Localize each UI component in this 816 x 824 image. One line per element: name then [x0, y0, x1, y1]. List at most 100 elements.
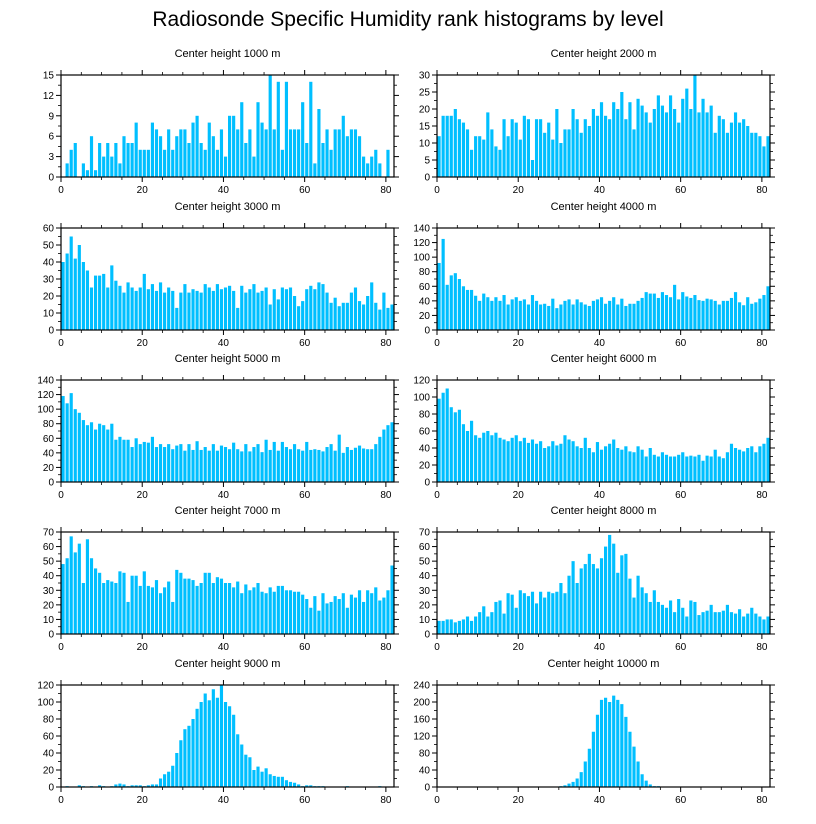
histogram-bar [378, 163, 382, 177]
y-tick-label: 40 [43, 448, 55, 459]
histogram-bar [163, 292, 167, 330]
histogram-bar [559, 443, 563, 482]
histogram-bar [309, 449, 313, 482]
histogram-bar [138, 585, 142, 634]
histogram-bar [547, 122, 551, 177]
histogram-bar [701, 300, 705, 330]
histogram-bar [353, 447, 358, 482]
x-tick-label: 20 [513, 185, 525, 196]
histogram-bar [284, 780, 289, 787]
histogram-bar [309, 285, 313, 330]
x-tick-label: 40 [218, 490, 230, 501]
histogram-bar [632, 129, 636, 177]
histogram-bar [437, 398, 441, 482]
x-tick-label: 80 [756, 185, 768, 196]
histogram-bar [742, 616, 746, 634]
histogram-bar [309, 607, 313, 634]
panel-title: Center height 4000 m [551, 201, 657, 213]
histogram-bar [733, 112, 738, 177]
histogram-bar [118, 783, 122, 787]
histogram-bar [98, 275, 102, 330]
histogram-bar [482, 606, 486, 634]
x-tick-label: 20 [513, 338, 525, 349]
histogram-bar [746, 126, 750, 177]
histogram-bar [321, 284, 325, 330]
histogram-bar [526, 442, 531, 482]
histogram-bar [142, 571, 146, 634]
histogram-bar [154, 129, 159, 177]
x-tick-label: 0 [434, 185, 440, 196]
histogram-bar [628, 102, 632, 177]
histogram-bar [370, 449, 374, 482]
y-tick-label: 140 [413, 224, 430, 235]
y-tick-label: 0 [48, 173, 54, 184]
plot-frame [436, 684, 771, 788]
y-tick-label: 3 [48, 152, 54, 163]
histogram-bar [681, 292, 685, 330]
histogram-bar [717, 612, 721, 634]
x-tick-label: 20 [513, 490, 525, 501]
histogram-bar [534, 300, 539, 330]
histogram-bar [648, 601, 652, 634]
histogram-bar [636, 98, 640, 177]
histogram-bar [705, 455, 709, 482]
histogram-bar [681, 98, 685, 177]
histogram-bar [644, 112, 648, 177]
histogram-bar [604, 115, 608, 177]
histogram-bar [673, 612, 677, 634]
y-tick-label: 20 [419, 600, 431, 611]
histogram-bar [297, 591, 301, 634]
histogram-bar [337, 306, 341, 330]
histogram-bar [729, 443, 734, 482]
histogram-bar [583, 119, 587, 177]
histogram-bar [89, 287, 94, 330]
y-tick-label: 20 [419, 311, 431, 322]
histogram-bar [325, 129, 329, 177]
histogram-bar [518, 590, 522, 634]
histogram-bar [530, 295, 535, 330]
histogram-bar [587, 748, 591, 787]
histogram-bar [297, 129, 301, 177]
histogram-bar [244, 584, 248, 634]
histogram-bar [203, 149, 207, 177]
histogram-bar [211, 689, 215, 787]
x-tick-label: 80 [380, 338, 392, 349]
histogram-bar [93, 568, 98, 634]
histogram-bar [474, 136, 478, 177]
histogram-panel: Center height 2000 m 0 20 40 60 80 0 5 10 15 20 25 3… [419, 48, 775, 196]
histogram-bar [551, 441, 555, 482]
y-tick-label: 0 [424, 173, 430, 184]
y-tick-label: 60 [419, 282, 431, 293]
histogram-bar [199, 292, 203, 330]
histogram-bar [333, 129, 337, 177]
histogram-bar [288, 287, 293, 330]
y-tick-label: 60 [43, 542, 55, 553]
histogram-bar [530, 160, 535, 177]
histogram-bar [341, 452, 345, 482]
histogram-bar [110, 156, 114, 177]
histogram-bar [660, 105, 665, 177]
histogram-bar [236, 449, 240, 482]
y-tick-label: 80 [43, 715, 55, 726]
x-tick-label: 0 [58, 185, 64, 196]
histogram-bar [721, 458, 725, 482]
histogram-bar [559, 583, 563, 634]
histogram-bar [754, 452, 758, 482]
histogram-bar [498, 300, 502, 330]
histogram-bar [362, 156, 366, 177]
histogram-bar [567, 129, 571, 177]
histogram-bar [660, 604, 665, 634]
histogram-bar [272, 775, 276, 787]
histogram-bar [612, 297, 616, 330]
histogram-bar [366, 449, 370, 482]
histogram-bar [297, 449, 301, 482]
histogram-bar [445, 619, 449, 634]
histogram-bar [595, 714, 600, 787]
histogram-bar [236, 734, 240, 787]
histogram-bar [378, 600, 382, 634]
histogram-bar [766, 286, 770, 330]
histogram-bar [69, 393, 73, 482]
histogram-bar [441, 392, 445, 482]
histogram-bar [644, 780, 648, 787]
histogram-bar [81, 420, 85, 482]
